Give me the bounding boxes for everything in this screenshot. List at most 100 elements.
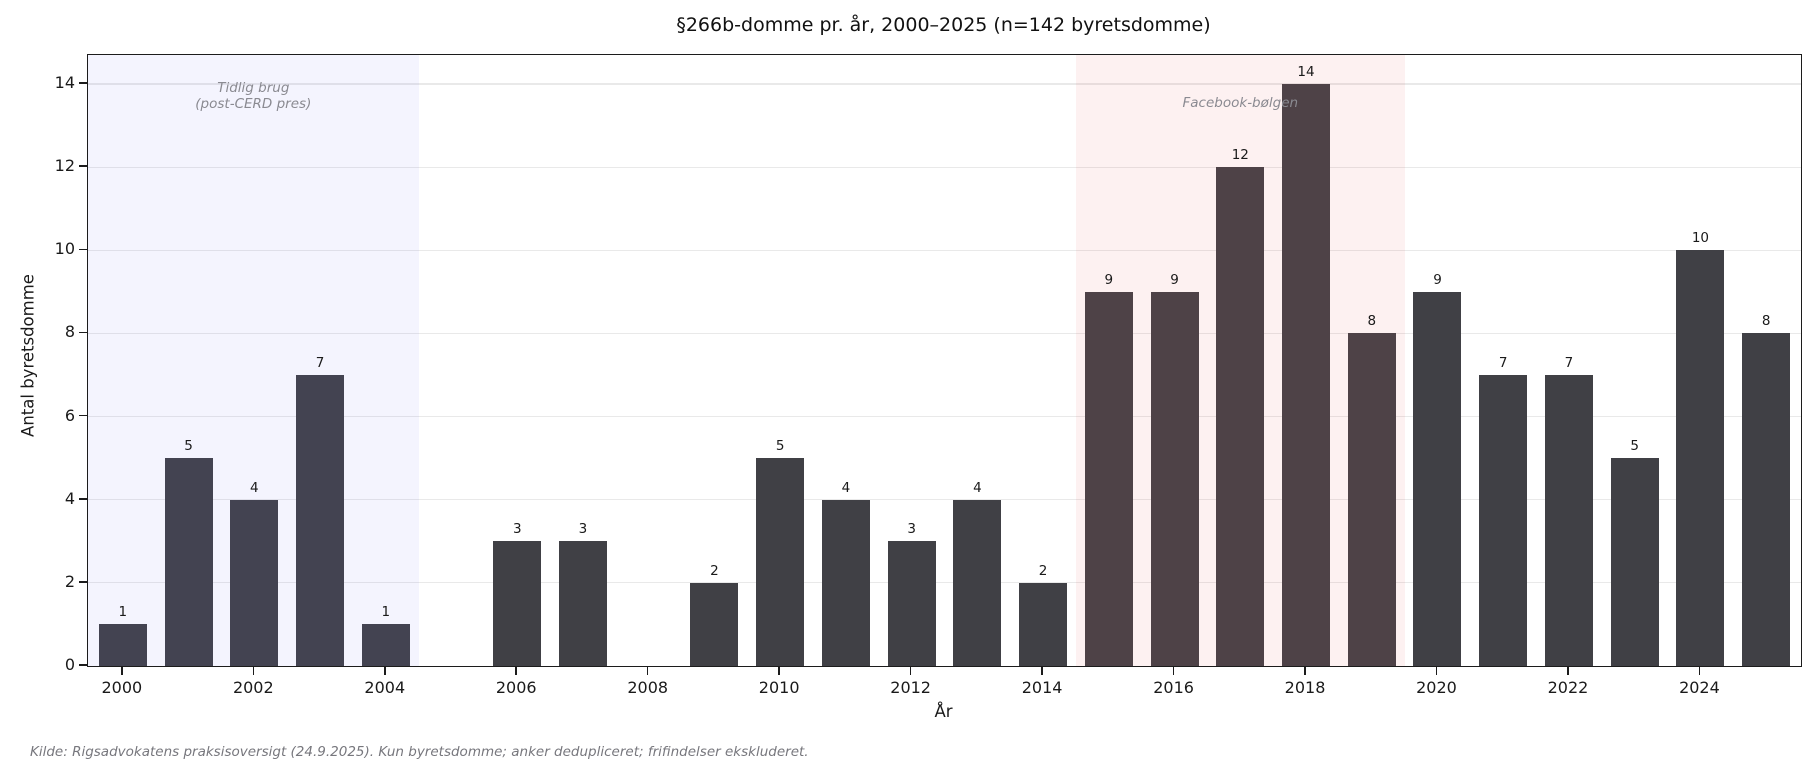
bar — [1610, 458, 1659, 666]
bar-value-label: 9 — [1104, 271, 1114, 288]
bar — [1150, 291, 1199, 666]
bar-value-label: 7 — [315, 355, 325, 372]
bar — [887, 541, 936, 666]
x-tick-mark — [909, 666, 912, 675]
bar — [1479, 375, 1528, 666]
x-tick-label: 2000 — [101, 678, 143, 697]
x-tick-label: 2002 — [232, 678, 274, 697]
gridline — [88, 83, 1801, 85]
x-tick-label: 2014 — [1021, 678, 1063, 697]
bar — [953, 499, 1002, 666]
bar — [1084, 291, 1133, 666]
bar — [493, 541, 542, 666]
bar-value-label: 2 — [1038, 562, 1048, 579]
x-axis-label: År — [934, 702, 953, 721]
plot-area: 1 5 4 7 1 3 3 2 5 4 3 4 2 9 9 12 14 8 9 7 7 5 10 8 Tidlig brug (p… — [87, 54, 1802, 667]
x-tick-mark — [383, 666, 386, 675]
bar-value-label: 4 — [250, 479, 259, 496]
bar-value-label: 3 — [512, 521, 522, 538]
y-tick-mark — [79, 82, 87, 84]
y-tick-mark — [79, 331, 87, 334]
bar-value-label: 9 — [1170, 271, 1179, 288]
x-tick-mark — [646, 666, 649, 675]
bar — [1282, 84, 1331, 666]
bar-value-label: 8 — [1367, 313, 1377, 330]
bar-value-label: 10 — [1691, 230, 1710, 247]
x-tick-mark — [252, 666, 255, 675]
band-annotation: Facebook-bølgen — [1182, 95, 1299, 111]
y-tick-label: 14 — [54, 73, 75, 93]
y-tick-label: 2 — [64, 571, 75, 591]
x-tick-label: 2018 — [1284, 678, 1326, 697]
x-tick-label: 2024 — [1679, 678, 1720, 697]
gridline — [88, 582, 1801, 584]
bar-value-label: 1 — [118, 604, 128, 621]
bar-value-label: 5 — [184, 438, 193, 455]
band-annotation: Tidlig brug (post-CERD pres) — [195, 80, 312, 112]
bar — [558, 541, 607, 666]
y-tick-mark — [79, 165, 87, 168]
x-tick-label: 2020 — [1416, 678, 1457, 697]
x-tick-label: 2022 — [1547, 678, 1589, 697]
bar-value-label: 5 — [775, 438, 785, 455]
y-tick-mark — [79, 581, 87, 583]
bar — [1216, 167, 1265, 666]
x-tick-mark — [1172, 666, 1175, 675]
y-tick-label: 6 — [64, 405, 75, 425]
bar-value-label: 3 — [578, 521, 588, 538]
bar — [1676, 250, 1725, 666]
x-tick-mark — [778, 666, 780, 675]
bar-value-label: 7 — [1498, 355, 1508, 372]
x-tick-label: 2012 — [890, 678, 931, 697]
bar — [164, 458, 213, 666]
x-tick-label: 2016 — [1153, 678, 1194, 697]
x-tick-label: 2010 — [758, 678, 800, 697]
bar — [1347, 333, 1396, 666]
bar-value-label: 2 — [710, 562, 719, 579]
bar-value-label: 1 — [381, 604, 391, 621]
bar — [98, 624, 147, 666]
bar-value-label: 3 — [907, 521, 916, 538]
bar-value-label: 4 — [841, 479, 851, 496]
gridline — [88, 166, 1801, 168]
bar — [1413, 291, 1462, 666]
bar-value-label: 7 — [1564, 355, 1574, 372]
x-tick-mark — [515, 666, 518, 675]
y-tick-label: 10 — [54, 239, 75, 259]
gridline — [88, 249, 1801, 251]
bar — [230, 499, 279, 666]
bar — [690, 582, 739, 666]
y-tick-mark — [79, 248, 87, 251]
bar-value-label: 9 — [1433, 271, 1442, 288]
x-tick-mark — [1698, 666, 1701, 675]
bar-value-label: 12 — [1231, 147, 1249, 164]
source-footnote: Kilde: Rigsadvokatens praksisoversigt (2… — [30, 744, 809, 760]
x-tick-mark — [1567, 666, 1569, 675]
highlight-band — [88, 55, 419, 666]
x-tick-mark — [1304, 666, 1306, 675]
y-tick-label: 8 — [64, 322, 75, 342]
y-tick-label: 12 — [54, 156, 75, 176]
bar — [1544, 375, 1593, 666]
bar — [361, 624, 410, 666]
y-tick-mark — [79, 664, 87, 666]
y-tick-label: 0 — [64, 655, 75, 674]
bar-value-label: 14 — [1297, 64, 1315, 81]
bar — [1019, 582, 1068, 666]
highlight-band — [1075, 55, 1405, 666]
x-tick-label: 2004 — [364, 678, 406, 697]
x-tick-label: 2006 — [495, 678, 537, 697]
bar — [756, 458, 805, 666]
bar — [1742, 333, 1791, 666]
gridline — [88, 416, 1801, 418]
y-tick-label: 4 — [64, 488, 75, 508]
gridline — [88, 499, 1801, 501]
y-tick-mark — [79, 414, 87, 417]
bar — [821, 499, 870, 666]
gridline — [88, 332, 1801, 335]
bar-value-label: 4 — [973, 479, 982, 496]
x-tick-mark — [1041, 666, 1043, 675]
chart-title: §266b-domme pr. år, 2000–2025 (n=142 byr… — [676, 14, 1211, 36]
bar-value-label: 8 — [1761, 313, 1771, 330]
x-tick-label: 2008 — [627, 678, 669, 697]
